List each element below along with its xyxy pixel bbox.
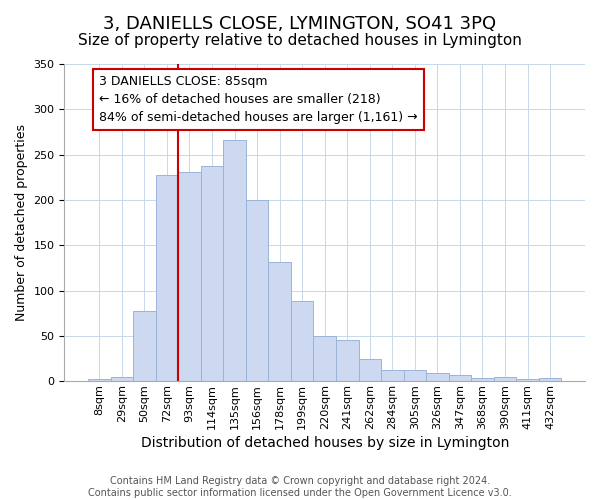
Text: 3, DANIELLS CLOSE, LYMINGTON, SO41 3PQ: 3, DANIELLS CLOSE, LYMINGTON, SO41 3PQ	[103, 15, 497, 33]
Bar	[359, 360, 381, 381]
Bar	[336, 340, 359, 381]
Y-axis label: Number of detached properties: Number of detached properties	[15, 124, 28, 321]
Bar	[404, 370, 426, 381]
Bar	[449, 375, 471, 381]
Bar	[516, 380, 539, 381]
Bar	[471, 378, 494, 381]
Bar	[291, 300, 313, 381]
Bar	[381, 370, 404, 381]
Bar	[133, 312, 155, 381]
Bar	[494, 376, 516, 381]
Bar	[88, 380, 110, 381]
Bar	[178, 172, 201, 381]
X-axis label: Distribution of detached houses by size in Lymington: Distribution of detached houses by size …	[140, 436, 509, 450]
Text: Size of property relative to detached houses in Lymington: Size of property relative to detached ho…	[78, 32, 522, 48]
Bar	[201, 166, 223, 381]
Bar	[268, 262, 291, 381]
Bar	[426, 373, 449, 381]
Bar	[313, 336, 336, 381]
Text: 3 DANIELLS CLOSE: 85sqm
← 16% of detached houses are smaller (218)
84% of semi-d: 3 DANIELLS CLOSE: 85sqm ← 16% of detache…	[100, 75, 418, 124]
Text: Contains HM Land Registry data © Crown copyright and database right 2024.
Contai: Contains HM Land Registry data © Crown c…	[88, 476, 512, 498]
Bar	[110, 376, 133, 381]
Bar	[246, 200, 268, 381]
Bar	[223, 140, 246, 381]
Bar	[155, 174, 178, 381]
Bar	[539, 378, 562, 381]
